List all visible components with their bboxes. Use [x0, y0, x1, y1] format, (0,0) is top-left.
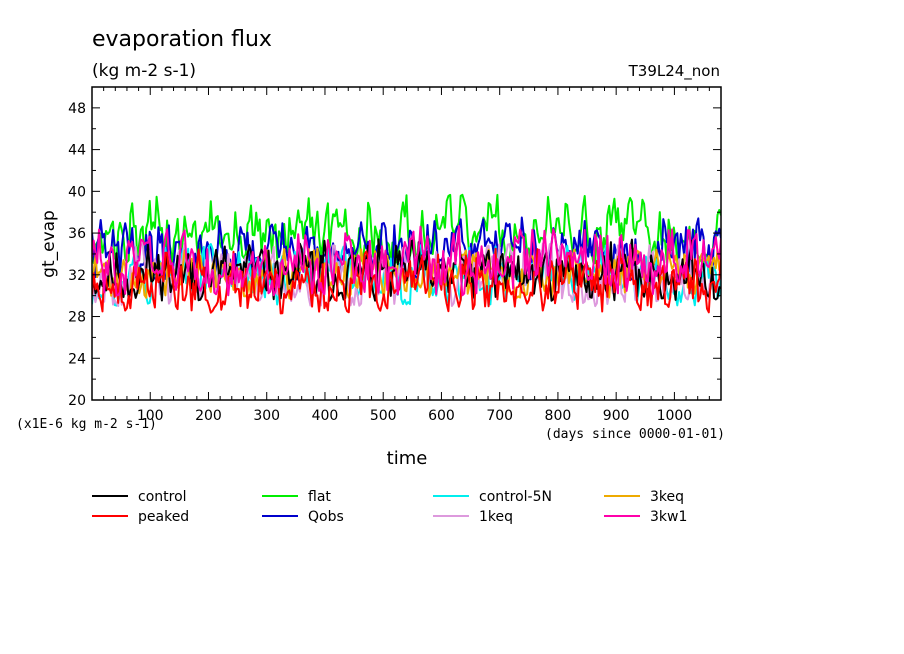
series-line-flat	[92, 193, 721, 265]
series-line-3kw1	[92, 225, 721, 297]
y-axis: 20 24 28 32 36 40 44 48	[68, 86, 721, 409]
legend-label: 3kw1	[650, 509, 687, 525]
x-tick-label: 300	[253, 408, 280, 424]
legend-label: peaked	[138, 509, 189, 525]
y-tick-label: 28	[68, 310, 86, 326]
y-tick-label: 24	[68, 351, 86, 367]
run-label: T39L24_non	[628, 62, 720, 81]
y-tick-label: 40	[68, 184, 86, 200]
legend-label: 3keq	[650, 489, 684, 505]
x-tick-label: 600	[428, 408, 455, 424]
y-axis-label: gt_evap	[39, 210, 59, 278]
plot-area	[91, 86, 722, 401]
x-axis: 100 200 300 400 500 600 700 800 900 1000	[103, 87, 710, 424]
x-unit-label: (days since 0000-01-01)	[545, 427, 725, 442]
legend: control peaked flat Qobs control-5N 1keq 3keq 3…	[92, 489, 687, 525]
x-tick-label: 700	[486, 408, 513, 424]
x-tick-label: 800	[545, 408, 572, 424]
chart-title: evaporation flux	[92, 27, 272, 52]
x-tick-label: 1000	[657, 408, 693, 424]
x-tick-label: 400	[312, 408, 339, 424]
x-tick-label: 200	[195, 408, 222, 424]
y-tick-label: 48	[68, 101, 86, 117]
y-unit-label: (x1E-6 kg m-2 s-1)	[16, 417, 157, 432]
y-tick-label: 32	[68, 268, 86, 284]
y-tick-label: 44	[68, 143, 86, 159]
y-tick-label: 36	[68, 226, 86, 242]
legend-label: 1keq	[479, 509, 513, 525]
chart-subtitle: (kg m-2 s-1)	[92, 61, 196, 81]
legend-label: flat	[308, 489, 331, 505]
x-tick-label: 500	[370, 408, 397, 424]
legend-label: control	[138, 489, 187, 505]
legend-label: Qobs	[308, 509, 344, 525]
x-tick-label: 900	[603, 408, 630, 424]
x-tick-label: 100	[137, 408, 164, 424]
x-axis-label: time	[387, 448, 428, 469]
y-tick-label: 20	[68, 393, 86, 409]
legend-label: control-5N	[479, 489, 552, 505]
